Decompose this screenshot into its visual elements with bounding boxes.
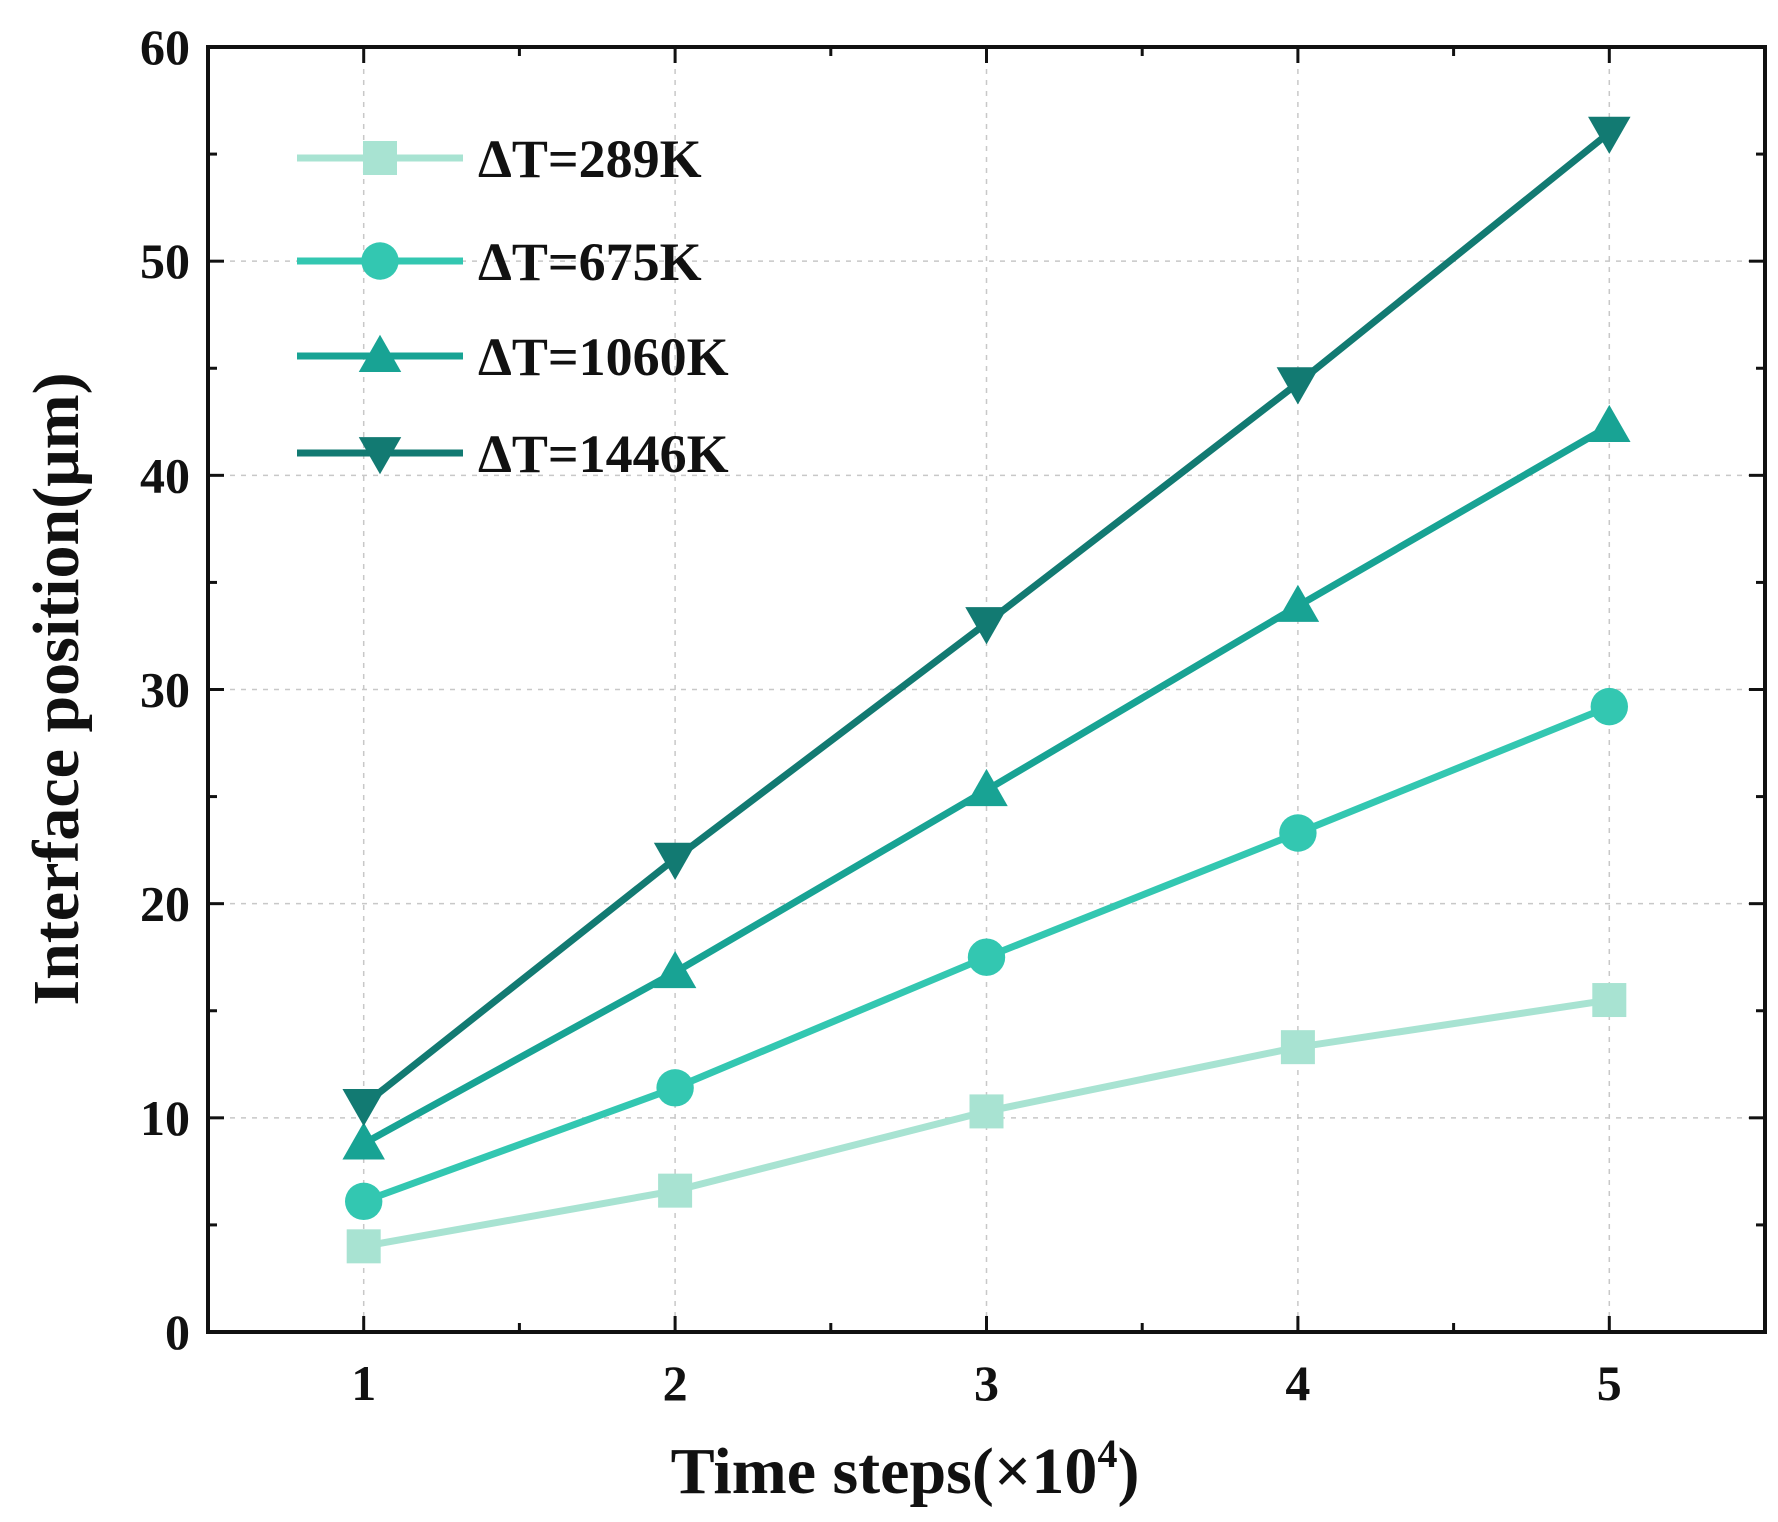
y-tick-label: 60 xyxy=(140,19,190,75)
x-tick-label: 1 xyxy=(351,1355,376,1411)
data-point xyxy=(342,1122,385,1160)
data-point xyxy=(965,768,1008,807)
x-tick-label: 3 xyxy=(974,1355,999,1411)
data-point xyxy=(1588,116,1631,154)
series-4 xyxy=(342,116,1631,1127)
data-point xyxy=(1592,983,1627,1018)
series-1 xyxy=(346,983,1627,1264)
data-point xyxy=(342,1089,385,1127)
legend-marker xyxy=(363,141,397,175)
data-point xyxy=(1276,584,1320,622)
data-point xyxy=(1590,687,1629,726)
data-point xyxy=(345,1182,383,1221)
data-point xyxy=(1279,814,1317,852)
data-point xyxy=(656,1069,694,1107)
legend-label: ΔT=1060K xyxy=(478,327,729,387)
data-point xyxy=(1280,1030,1315,1065)
series-2 xyxy=(345,687,1629,1221)
y-tick-label: 40 xyxy=(140,447,190,503)
data-point xyxy=(653,842,697,880)
series-layer xyxy=(342,116,1631,1264)
y-tick-label: 10 xyxy=(140,1090,190,1146)
x-tick-label: 2 xyxy=(663,1355,688,1411)
axis-ticks: 0 10 20 30 40 50 60 1 2 3 4 5 xyxy=(140,19,1765,1411)
y-tick-label: 50 xyxy=(140,233,190,289)
legend-label: ΔT=675K xyxy=(478,232,702,292)
data-point xyxy=(965,607,1008,645)
y-tick-label: 30 xyxy=(140,662,190,718)
data-point xyxy=(658,1173,693,1208)
y-tick-label: 20 xyxy=(140,876,190,932)
legend-item: ΔT=675K xyxy=(297,232,702,292)
x-axis-title: Time steps(×104) xyxy=(671,1431,1140,1508)
legend-label: ΔT=1446K xyxy=(478,424,729,484)
x-tick-label: 5 xyxy=(1597,1355,1622,1411)
legend-marker xyxy=(358,334,402,372)
legend: ΔT=289K ΔT=675K ΔT=1060K ΔT=1446K xyxy=(297,129,729,484)
y-tick-label: 0 xyxy=(165,1304,190,1360)
data-point xyxy=(346,1229,381,1264)
legend-item: ΔT=1060K xyxy=(297,327,729,387)
data-point xyxy=(969,1094,1004,1129)
y-axis-title: Interface position(μm) xyxy=(20,372,93,1005)
data-point xyxy=(967,938,1006,976)
data-point xyxy=(1276,367,1320,405)
legend-item: ΔT=1446K xyxy=(297,424,729,484)
legend-label: ΔT=289K xyxy=(478,129,702,189)
data-point xyxy=(653,950,697,989)
legend-marker xyxy=(358,437,402,475)
grid xyxy=(208,47,1765,1332)
series-3 xyxy=(342,404,1631,1160)
legend-marker xyxy=(361,242,399,280)
x-tick-label: 4 xyxy=(1285,1355,1310,1411)
legend-item: ΔT=289K xyxy=(297,129,702,189)
data-point xyxy=(1588,404,1631,443)
